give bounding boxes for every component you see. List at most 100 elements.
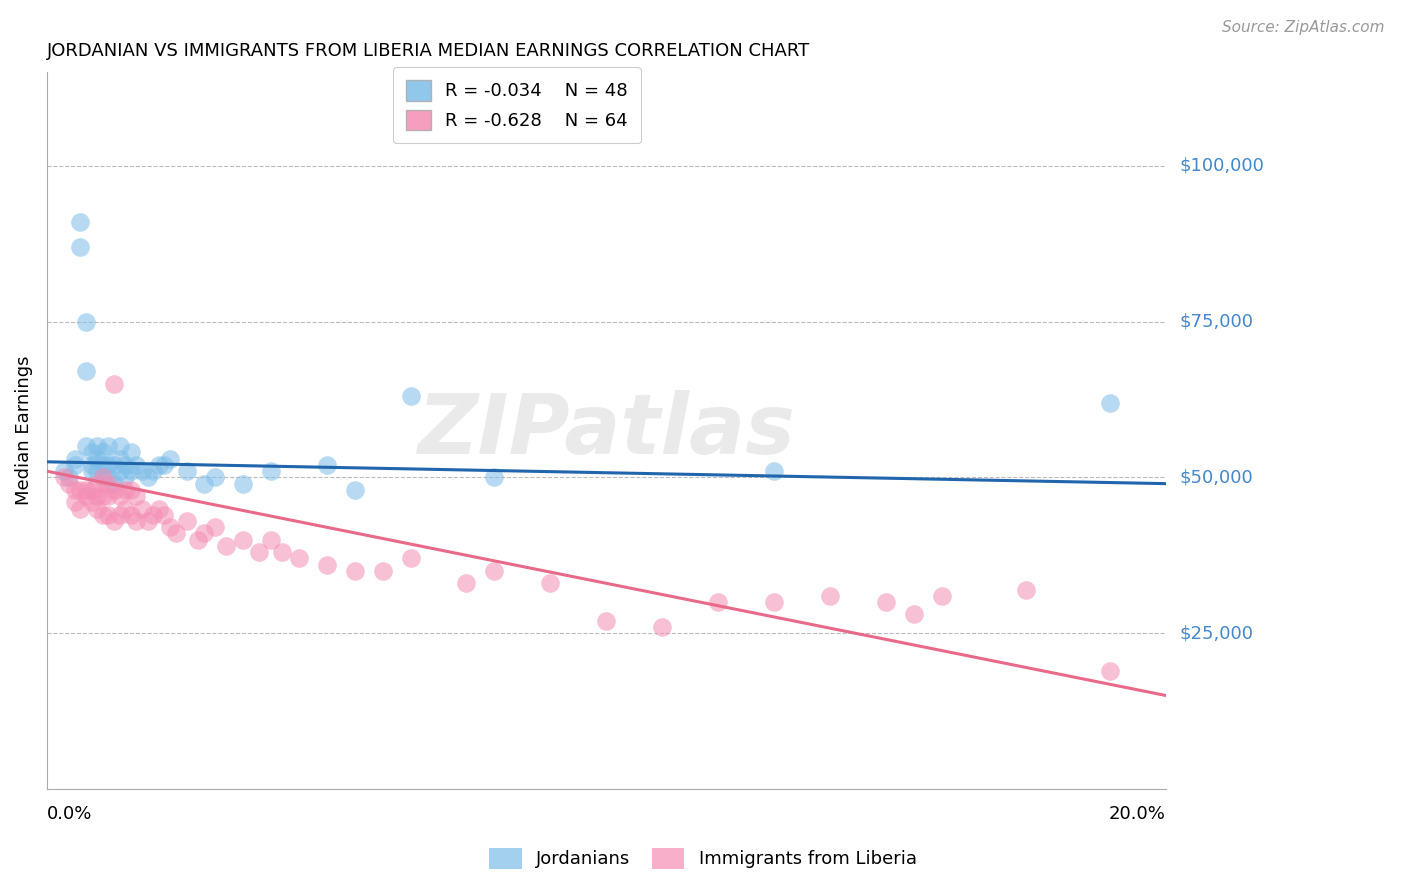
Point bbox=[75, 364, 97, 378]
Point bbox=[114, 483, 136, 497]
Point bbox=[343, 483, 366, 497]
Text: $100,000: $100,000 bbox=[1180, 157, 1264, 175]
Point bbox=[484, 470, 506, 484]
Point bbox=[651, 620, 673, 634]
Point bbox=[63, 495, 86, 509]
Point bbox=[371, 564, 394, 578]
Point bbox=[91, 470, 114, 484]
Point bbox=[159, 520, 181, 534]
Point bbox=[131, 464, 153, 478]
Point bbox=[52, 470, 75, 484]
Point bbox=[287, 551, 309, 566]
Text: ZIPatlas: ZIPatlas bbox=[418, 390, 796, 471]
Point bbox=[538, 576, 561, 591]
Point bbox=[931, 589, 953, 603]
Point bbox=[86, 489, 108, 503]
Point bbox=[103, 458, 125, 472]
Point bbox=[103, 476, 125, 491]
Point bbox=[187, 533, 209, 547]
Point bbox=[399, 551, 422, 566]
Point bbox=[75, 439, 97, 453]
Point bbox=[259, 464, 281, 478]
Point bbox=[131, 501, 153, 516]
Point bbox=[80, 445, 103, 459]
Point bbox=[763, 595, 786, 609]
Point bbox=[232, 476, 254, 491]
Text: $50,000: $50,000 bbox=[1180, 468, 1253, 486]
Point bbox=[97, 476, 120, 491]
Point bbox=[97, 508, 120, 522]
Point bbox=[204, 470, 226, 484]
Point bbox=[63, 483, 86, 497]
Point bbox=[125, 458, 148, 472]
Text: $75,000: $75,000 bbox=[1180, 312, 1254, 331]
Point bbox=[80, 464, 103, 478]
Point bbox=[75, 489, 97, 503]
Point bbox=[86, 501, 108, 516]
Point bbox=[103, 376, 125, 391]
Point bbox=[399, 389, 422, 403]
Point bbox=[249, 545, 271, 559]
Point bbox=[108, 508, 131, 522]
Point bbox=[763, 464, 786, 478]
Point bbox=[818, 589, 841, 603]
Point bbox=[97, 470, 120, 484]
Point bbox=[108, 464, 131, 478]
Point bbox=[97, 439, 120, 453]
Point bbox=[176, 514, 198, 528]
Point bbox=[165, 526, 187, 541]
Point bbox=[1098, 395, 1121, 409]
Point bbox=[259, 533, 281, 547]
Point bbox=[148, 501, 170, 516]
Point bbox=[114, 501, 136, 516]
Point bbox=[86, 451, 108, 466]
Point bbox=[86, 476, 108, 491]
Point bbox=[80, 483, 103, 497]
Point bbox=[120, 464, 142, 478]
Point bbox=[136, 514, 159, 528]
Point bbox=[125, 514, 148, 528]
Point bbox=[86, 439, 108, 453]
Point bbox=[97, 489, 120, 503]
Point bbox=[69, 501, 91, 516]
Point bbox=[91, 470, 114, 484]
Point bbox=[343, 564, 366, 578]
Point bbox=[114, 458, 136, 472]
Point bbox=[120, 483, 142, 497]
Point bbox=[120, 508, 142, 522]
Point bbox=[58, 476, 80, 491]
Point bbox=[75, 483, 97, 497]
Point bbox=[136, 470, 159, 484]
Point bbox=[63, 458, 86, 472]
Y-axis label: Median Earnings: Median Earnings bbox=[15, 356, 32, 506]
Legend: R = -0.034    N = 48, R = -0.628    N = 64: R = -0.034 N = 48, R = -0.628 N = 64 bbox=[392, 67, 641, 143]
Point bbox=[232, 533, 254, 547]
Point bbox=[120, 445, 142, 459]
Text: Source: ZipAtlas.com: Source: ZipAtlas.com bbox=[1222, 20, 1385, 35]
Point bbox=[69, 215, 91, 229]
Point bbox=[69, 240, 91, 254]
Point bbox=[91, 458, 114, 472]
Point bbox=[903, 607, 925, 622]
Point bbox=[176, 464, 198, 478]
Point bbox=[315, 558, 337, 572]
Point bbox=[707, 595, 730, 609]
Point bbox=[148, 458, 170, 472]
Text: JORDANIAN VS IMMIGRANTS FROM LIBERIA MEDIAN EARNINGS CORRELATION CHART: JORDANIAN VS IMMIGRANTS FROM LIBERIA MED… bbox=[46, 42, 810, 60]
Point bbox=[69, 483, 91, 497]
Text: 0.0%: 0.0% bbox=[46, 805, 93, 823]
Point bbox=[103, 483, 125, 497]
Point bbox=[215, 539, 238, 553]
Point bbox=[75, 315, 97, 329]
Point bbox=[484, 564, 506, 578]
Point bbox=[80, 458, 103, 472]
Point bbox=[315, 458, 337, 472]
Text: 20.0%: 20.0% bbox=[1109, 805, 1166, 823]
Point bbox=[204, 520, 226, 534]
Point bbox=[159, 451, 181, 466]
Point bbox=[86, 464, 108, 478]
Point bbox=[595, 614, 617, 628]
Point bbox=[193, 526, 215, 541]
Point bbox=[91, 508, 114, 522]
Point bbox=[125, 489, 148, 503]
